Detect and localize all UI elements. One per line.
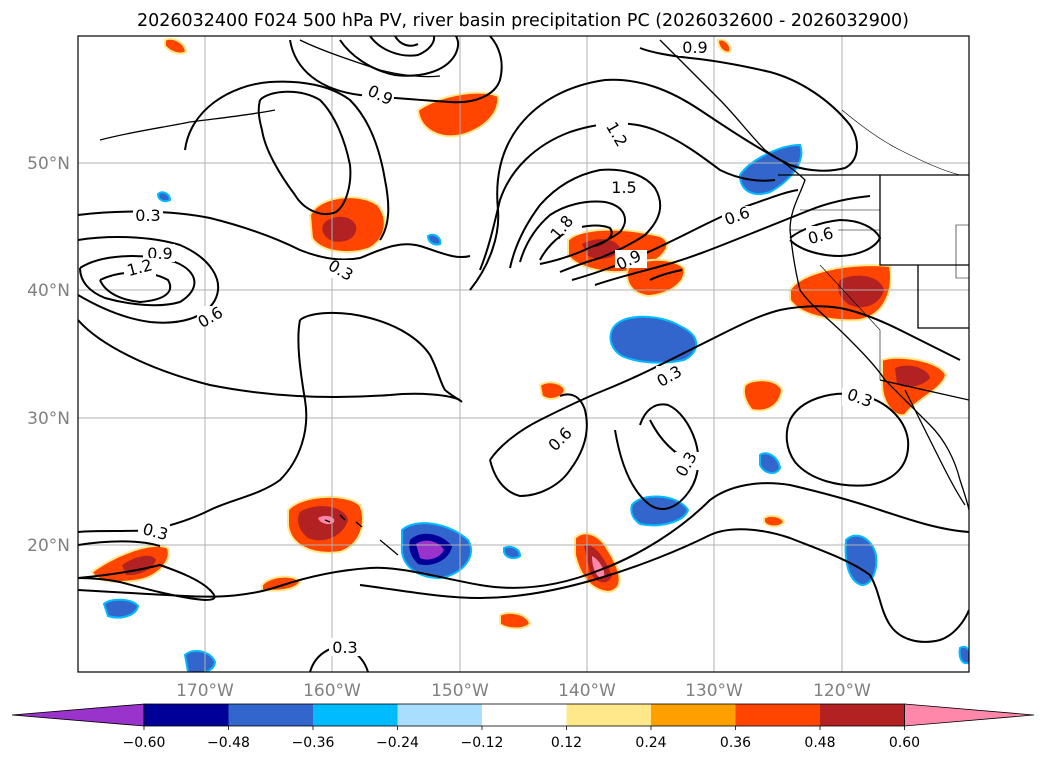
contour-labels: 0.3 0.9 1.2 0.6 0.3 0.9 1.2 1.5 1.8 0.9 <box>124 38 875 657</box>
lon-label-160w: 160°W <box>303 681 361 701</box>
negative-anomaly <box>102 598 140 619</box>
positive-anomaly-peak <box>592 556 605 579</box>
negative-anomaly <box>156 191 172 203</box>
positive-anomaly <box>416 91 500 138</box>
colorbar-segment <box>566 704 652 726</box>
colorbar: −0.60 −0.48 −0.36 −0.24 −0.12 0.12 0.24 0.36 0.4… <box>11 703 1035 751</box>
country-borders <box>778 174 969 401</box>
colorbar-extend-low <box>11 703 145 727</box>
lon-label-170w: 170°W <box>176 681 234 701</box>
colorbar-segment <box>820 704 905 726</box>
lon-label-120w: 120°W <box>813 681 871 701</box>
colorbar-extend-high <box>904 703 1035 727</box>
contour-label: 0.9 <box>682 38 707 57</box>
lon-label-140w: 140°W <box>558 681 616 701</box>
contour-label: 0.3 <box>332 638 357 657</box>
colorbar-tick-label: −0.24 <box>376 735 419 751</box>
map-frame <box>77 35 970 673</box>
contour-label: 0.3 <box>135 206 160 225</box>
negative-anomaly <box>609 315 698 364</box>
colorbar-tick-label: 0.60 <box>889 735 920 751</box>
map-panel: 0.3 0.9 1.2 0.6 0.3 0.9 1.2 1.5 1.8 0.9 <box>77 35 970 673</box>
contour-label: 1.5 <box>611 178 636 197</box>
colorbar-tick-label: 0.24 <box>635 735 666 751</box>
positive-anomaly <box>763 514 786 528</box>
positive-anomaly-core <box>838 275 884 308</box>
negative-anomaly <box>503 545 522 560</box>
positive-anomaly-core <box>895 365 930 387</box>
colorbar-tick-label: −0.60 <box>123 735 166 751</box>
colorbar-tick-label: 0.12 <box>551 735 582 751</box>
lat-label-30n: 30°N <box>27 409 70 429</box>
positive-anomaly <box>716 38 732 54</box>
colorbar-segment <box>651 704 736 726</box>
longitude-labels: 170°W 160°W 150°W 140°W 130°W 120°W <box>176 681 871 701</box>
negative-anomaly <box>426 233 442 246</box>
positive-anomaly <box>742 379 784 412</box>
negative-anomaly <box>183 649 217 672</box>
positive-anomaly-core <box>322 216 357 242</box>
lon-label-150w: 150°W <box>431 681 489 701</box>
lat-label-40n: 40°N <box>27 281 70 301</box>
negative-anomaly <box>630 495 690 527</box>
negative-anomaly <box>958 645 969 665</box>
map-background <box>78 36 969 672</box>
colorbar-tick-label: −0.12 <box>461 735 504 751</box>
latitude-labels: 50°N 40°N 30°N 20°N <box>27 154 70 556</box>
colorbar-frame <box>143 703 905 727</box>
coastlines <box>99 39 969 556</box>
colorbar-segment <box>397 704 483 726</box>
colorbar-segment <box>228 704 314 726</box>
colorbar-tick-label: 0.36 <box>720 735 751 751</box>
colorbar-tick-label: 0.48 <box>804 735 835 751</box>
lat-label-50n: 50°N <box>27 154 70 174</box>
map-title: 2026032400 F024 500 hPa PV, river basin … <box>137 11 909 31</box>
lon-label-130w: 130°W <box>685 681 743 701</box>
negative-anomaly <box>844 534 878 587</box>
positive-anomaly <box>261 575 302 592</box>
colorbar-tick-label: −0.36 <box>292 735 335 751</box>
colorbar-tick-label: −0.48 <box>207 735 250 751</box>
colorbar-segment <box>482 704 567 726</box>
negative-anomaly <box>759 452 782 474</box>
colorbar-segment <box>144 704 229 726</box>
colorbar-segment <box>735 704 821 726</box>
positive-anomaly <box>164 37 188 55</box>
lat-label-20n: 20°N <box>27 536 70 556</box>
colorbar-segment <box>313 704 398 726</box>
positive-anomaly <box>499 611 532 630</box>
graticule <box>78 36 969 672</box>
positive-anomaly-core <box>298 506 348 541</box>
positive-anomaly <box>538 381 567 400</box>
